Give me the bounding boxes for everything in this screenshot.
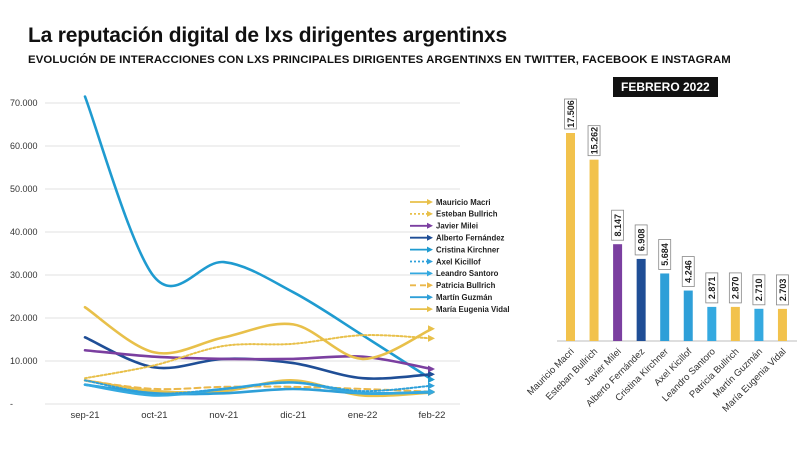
legend-arrow-icon: [427, 306, 433, 313]
legend-label: Leandro Santoro: [436, 269, 499, 278]
line-chart-gridlines: - 10.000 20.000 30.000 40.000 50.000 60.000 70.…: [10, 98, 460, 421]
bar-value-label: 2.703: [776, 274, 789, 306]
bar-value-label: 17.506: [564, 98, 577, 130]
legend-label: Martín Guzmán: [436, 293, 493, 302]
chart-title: La reputación digital de lxs dirigentes …: [28, 24, 507, 47]
x-tick-label: sep-21: [70, 410, 99, 421]
y-tick-label: 50.000: [10, 184, 38, 194]
bar: [566, 133, 575, 341]
bar-value-box: [634, 224, 648, 256]
bar-value-label: 15.262: [587, 125, 601, 157]
legend-label: Axel Kicillof: [436, 257, 481, 266]
series-arrow-marker: [428, 334, 435, 342]
legend-arrow-icon: [427, 222, 433, 229]
legend-arrow-icon: [427, 294, 433, 301]
x-tick-label: nov-21: [209, 410, 238, 421]
bar-value-text: 2.710: [754, 279, 764, 302]
series-arrow-marker: [428, 365, 435, 373]
y-tick-label: 30.000: [10, 270, 38, 280]
x-tick-label: feb-22: [419, 410, 446, 421]
y-tick-label: 40.000: [10, 227, 38, 237]
legend-label: Cristina Kirchner: [436, 245, 499, 254]
bar-value-text: 15.262: [589, 127, 599, 155]
series-arrow-marker: [428, 325, 435, 333]
bar-value-box: [587, 125, 601, 157]
chart-subtitle: EVOLUCIÓN DE INTERACCIONES CON LXS PRINC…: [28, 54, 731, 66]
bar-value-box: [681, 256, 695, 287]
bar-value-text: 2.870: [731, 277, 741, 300]
legend-arrow-icon: [427, 258, 433, 265]
bar: [613, 244, 623, 341]
bar: [777, 308, 787, 341]
bar-value-label: 4.246: [681, 256, 695, 287]
y-tick-label: 10.000: [10, 356, 38, 366]
bar-value-label: 6.908: [634, 224, 648, 256]
bar-value-text: 5.684: [660, 243, 670, 266]
bar-value-text: 4.246: [684, 260, 694, 283]
series-line-axel-kicillof: [84, 379, 433, 395]
series-line-patricia-bullrich: [84, 379, 433, 393]
bar-value-text: 2.703: [778, 279, 788, 302]
bar-value-box: [564, 98, 577, 130]
legend-arrow-icon: [427, 246, 433, 253]
bar: [660, 273, 670, 341]
bar-value-box: [752, 274, 766, 306]
legend-arrow-icon: [427, 210, 433, 217]
bar-value-box: [658, 239, 672, 270]
bar-value-label: 2.871: [705, 272, 719, 304]
y-tick-label: 20.000: [10, 313, 38, 323]
bar-value-box: [611, 209, 624, 241]
line-chart-legend: Mauricio Macri Esteban Bullrich Javier Mil…: [410, 198, 510, 314]
series-line-cristina-kirchner: [83, 95, 434, 381]
legend-arrow-icon: [427, 282, 433, 289]
series-line-javier-milei: [83, 348, 434, 371]
bar: [683, 290, 693, 341]
legend-label: María Eugenia Vidal: [436, 305, 510, 314]
bar-chart-title: FEBRERO 2022: [613, 77, 718, 97]
bar-value-box: [728, 272, 742, 304]
bar-value-text: 6.908: [636, 229, 646, 252]
legend-label: Mauricio Macri: [436, 198, 491, 207]
series-arrow-marker: [428, 382, 435, 390]
series-line-mauricio-macri: [83, 305, 434, 361]
series-arrow-marker: [428, 376, 435, 384]
bar: [707, 306, 717, 341]
bar: [730, 306, 740, 341]
bar-value-text: 2.871: [707, 277, 717, 300]
legend-label: Esteban Bullrich: [436, 210, 498, 219]
y-tick-label: 70.000: [10, 98, 38, 108]
bar-value-label: 5.684: [658, 239, 672, 270]
bar-value-box: [776, 274, 789, 306]
x-tick-label: ene-22: [348, 410, 378, 421]
x-tick-label: oct-21: [141, 410, 167, 421]
bar: [754, 308, 764, 341]
legend-label: Javier Milei: [436, 222, 478, 231]
series-arrow-marker: [428, 388, 435, 396]
series-arrow-marker: [428, 370, 435, 378]
bar-value-box: [705, 272, 719, 304]
y-tick-label: 60.000: [10, 141, 38, 151]
bar-value-label: 8.147: [611, 209, 624, 241]
bar-value-label: 2.710: [752, 274, 766, 306]
bar: [636, 258, 646, 341]
legend-label: Patricia Bullrich: [436, 281, 496, 290]
x-tick-label: dic-21: [280, 410, 306, 421]
bar: [589, 159, 599, 341]
bar-value-label: 2.870: [728, 272, 742, 304]
bar-value-text: 8.147: [613, 214, 623, 237]
legend-arrow-icon: [427, 270, 433, 277]
y-tick-label: -: [10, 399, 13, 409]
legend-arrow-icon: [427, 199, 433, 205]
legend-arrow-icon: [427, 234, 433, 241]
legend-label: Alberto Fernández: [436, 234, 505, 243]
series-line-esteban-bullrich: [84, 334, 433, 380]
line-series-group: [83, 95, 435, 398]
bar-value-text: 17.506: [566, 100, 576, 128]
